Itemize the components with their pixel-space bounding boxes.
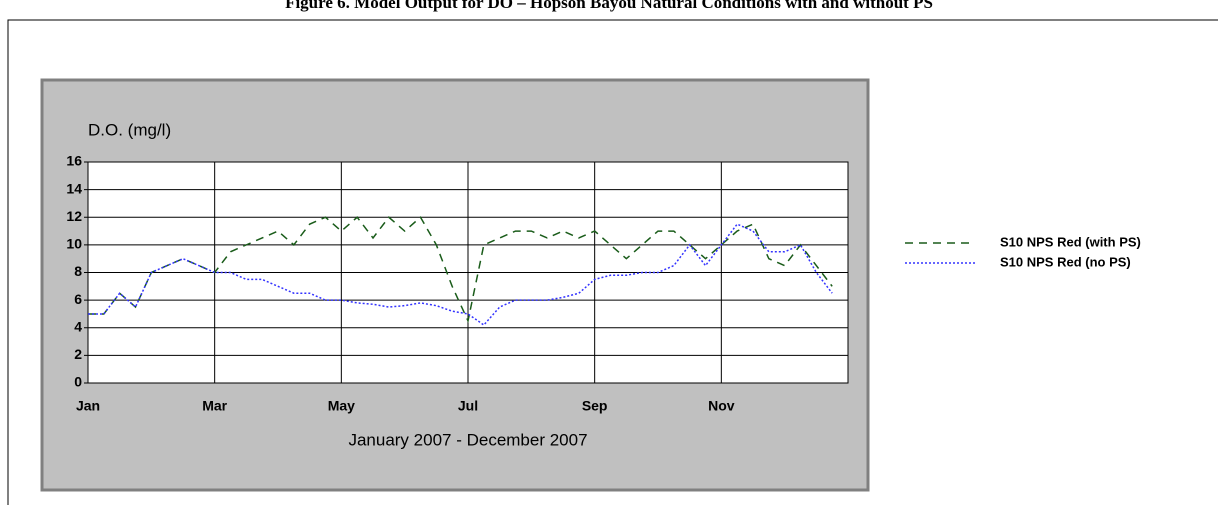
legend-label: S10 NPS Red (with PS) bbox=[1000, 234, 1141, 249]
x-tick-label: Jan bbox=[76, 398, 100, 414]
y-tick-label: 10 bbox=[66, 236, 82, 252]
x-tick-label: Nov bbox=[708, 398, 735, 414]
x-tick-label: Jul bbox=[458, 398, 478, 414]
x-tick-label: Mar bbox=[202, 398, 227, 414]
figure-title: Figure 6. Model Output for DO – Hopson B… bbox=[285, 0, 933, 12]
y-tick-label: 8 bbox=[74, 263, 82, 279]
y-tick-label: 16 bbox=[66, 153, 82, 169]
y-tick-label: 4 bbox=[74, 318, 82, 334]
y-tick-label: 0 bbox=[74, 374, 82, 390]
x-tick-label: Sep bbox=[582, 398, 608, 414]
x-tick-label: May bbox=[328, 398, 355, 414]
y-tick-label: 2 bbox=[74, 346, 82, 362]
y-tick-label: 6 bbox=[74, 291, 82, 307]
x-axis-label: January 2007 - December 2007 bbox=[348, 430, 587, 449]
y-tick-label: 12 bbox=[66, 208, 82, 224]
y-axis-label: D.O. (mg/l) bbox=[88, 120, 171, 139]
legend-label: S10 NPS Red (no PS) bbox=[1000, 254, 1131, 269]
y-tick-label: 14 bbox=[66, 180, 82, 196]
